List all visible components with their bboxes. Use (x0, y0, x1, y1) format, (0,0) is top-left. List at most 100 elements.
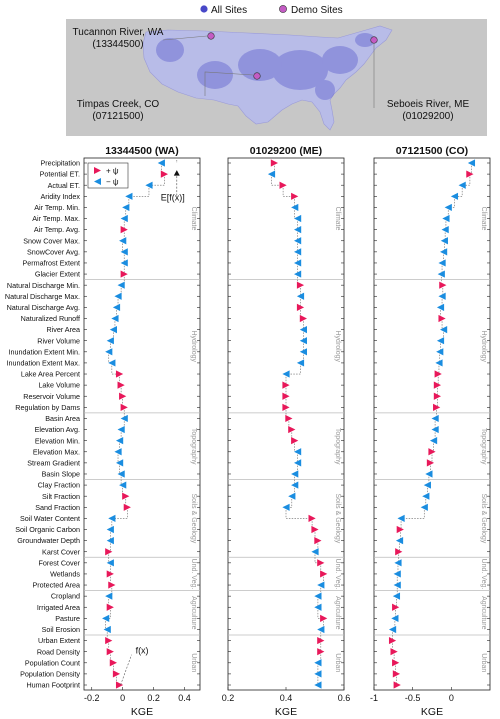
shap-marker-positive (426, 459, 435, 467)
shap-connector (392, 163, 472, 686)
shap-marker-negative (114, 292, 122, 300)
feature-label: Precipitation (40, 159, 80, 168)
shap-marker-negative (296, 292, 305, 300)
shap-marker-negative (106, 525, 114, 534)
callout-line-co (204, 71, 254, 96)
x-tick-label: 0.4 (280, 693, 293, 703)
shap-marker-negative (314, 670, 322, 678)
shap-marker-negative (120, 259, 128, 267)
feature-label: Population Density (20, 669, 80, 678)
shap-marker-positive (106, 570, 114, 578)
panel-title: 13344500 (WA) (105, 145, 179, 157)
shap-marker-positive (466, 170, 474, 178)
feature-label: Silt Fraction (42, 492, 80, 501)
shap-marker-positive (296, 281, 305, 289)
shap-marker-negative (438, 259, 446, 267)
x-axis-label: KGE (275, 706, 297, 718)
feature-label: Basin Area (45, 414, 80, 423)
callout-co-id: (07121500) (92, 111, 143, 122)
shap-marker-negative (117, 281, 125, 289)
shap-marker-negative (288, 492, 296, 500)
callout-me-id: (01029200) (402, 111, 453, 122)
feature-label: Natural Discharge Avg. (7, 303, 80, 312)
shap-marker-negative (106, 537, 114, 545)
shap-marker-negative (397, 514, 405, 523)
shap-marker-negative (431, 425, 439, 434)
shap-marker-negative (442, 214, 450, 223)
shap-marker-negative (294, 214, 302, 223)
shap-marker-negative (299, 348, 307, 356)
group-label: Climate (480, 207, 487, 231)
shap-marker-positive (270, 159, 278, 167)
shap-marker-negative (299, 325, 307, 334)
shap-marker-negative (435, 359, 443, 367)
feature-label: Forest Cover (38, 558, 80, 567)
shap-marker-positive (282, 381, 290, 389)
group-label: Soils & Geology (480, 493, 487, 543)
shap-marker-positive (160, 170, 169, 178)
shap-marker-negative (291, 481, 299, 489)
shap-marker-positive (123, 503, 131, 511)
x-tick-label: 0.4 (178, 693, 191, 703)
shap-marker-negative (115, 459, 124, 467)
shap-marker-negative (294, 259, 302, 267)
shap-marker-negative (106, 337, 114, 345)
shap-marker-positive (393, 681, 401, 689)
feature-label: Potential ET. (40, 170, 80, 179)
callout-co-name: Timpas Creek, CO (77, 99, 160, 110)
group-label: Urban (480, 653, 487, 672)
shap-marker-negative (294, 248, 302, 256)
group-label: Topography (480, 428, 487, 465)
feature-label: Stream Gradient (27, 458, 80, 467)
feature-label: River Volume (37, 336, 80, 345)
shap-marker-positive (392, 659, 400, 667)
feature-label: Reservoir Volume (23, 392, 80, 401)
shap-marker-negative (294, 237, 302, 245)
shap-marker-negative (436, 348, 444, 356)
shap-marker-positive (434, 370, 442, 378)
shap-marker-positive (308, 514, 316, 523)
legend-demo-sites-marker (279, 5, 287, 13)
shap-marker-negative (314, 659, 322, 667)
group-label: Und. Veg. (480, 559, 487, 590)
x-axis-label: KGE (421, 706, 443, 718)
shap-marker-negative (157, 159, 165, 167)
shap-marker-positive (282, 403, 290, 411)
fx-leader (120, 654, 132, 686)
feature-label: Air Temp. Max. (32, 214, 80, 223)
shap-marker-positive (433, 392, 442, 400)
shap-marker-positive (106, 603, 114, 611)
x-tick-label: 0.6 (338, 693, 351, 703)
shap-marker-positive (392, 603, 400, 611)
chart-legend: + ψ − ψ (87, 162, 129, 189)
feature-label: Clay Fraction (38, 481, 80, 490)
panel-title: 01029200 (ME) (250, 145, 322, 157)
group-label: Urban (190, 653, 197, 672)
shap-marker-positive (112, 670, 121, 678)
legend-pos-marker (94, 167, 101, 174)
legend-pos-label: + ψ (106, 167, 119, 176)
shap-marker-positive (320, 614, 328, 622)
shap-marker-positive (433, 381, 442, 389)
shap-marker-negative (103, 625, 111, 634)
shap-marker-positive (119, 392, 127, 400)
shap-marker-negative (117, 470, 125, 478)
shap-marker-negative (120, 248, 128, 256)
panel-frame (227, 157, 345, 691)
x-tick-label: 0.2 (222, 693, 235, 703)
panel-3: 07121500 (CO) Climate Hydrology Topography S… (370, 145, 491, 718)
feature-label: Human Footprint (26, 681, 80, 690)
x-tick-label: 0 (120, 693, 125, 703)
shap-marker-negative (314, 603, 322, 611)
feature-label: Protected Area (32, 581, 80, 590)
legend-box (87, 162, 129, 189)
feature-label: Cropland (51, 592, 80, 601)
feature-label: Glacier Extent (35, 270, 80, 279)
group-label: Agriculture (480, 596, 487, 630)
shap-marker-negative (299, 337, 307, 345)
shap-marker-negative (436, 303, 445, 311)
expected-value-marker (173, 170, 180, 176)
legend-all-sites-label: All Sites (211, 5, 247, 16)
map-legend: All Sites Demo Sites (200, 5, 343, 16)
